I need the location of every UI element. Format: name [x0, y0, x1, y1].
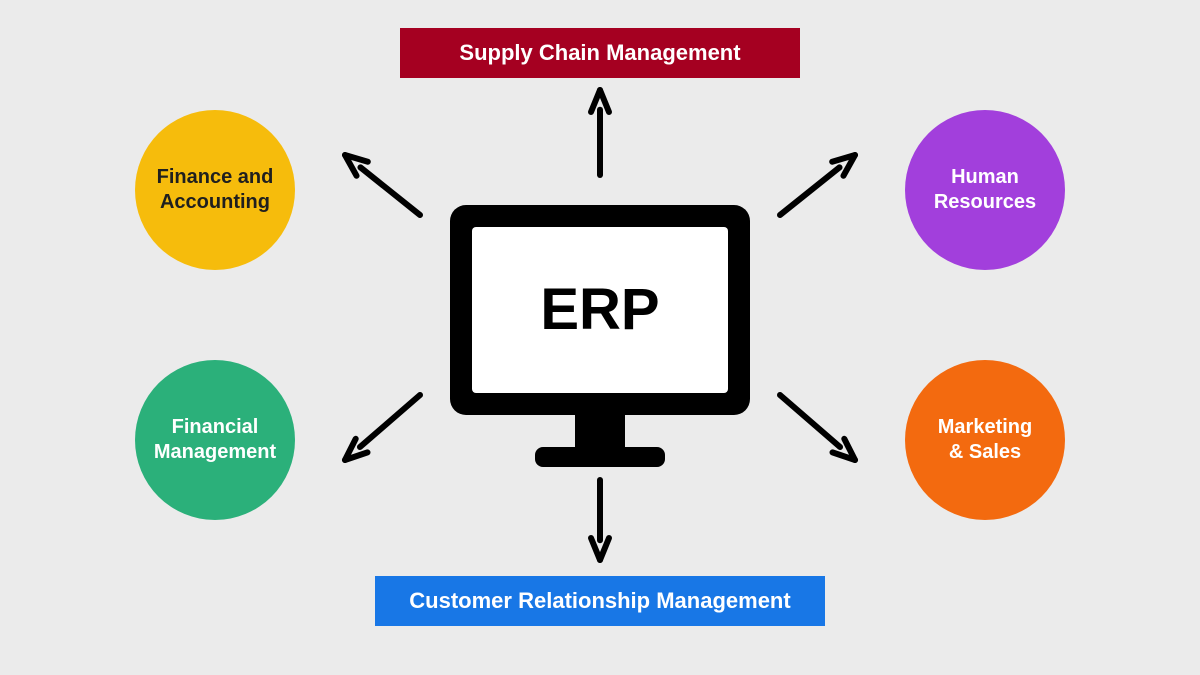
arrow-up [591, 90, 609, 175]
arrow-down [591, 480, 609, 560]
erp-center-label: ERP [472, 227, 728, 393]
arrow-down-left [345, 395, 420, 460]
arrow-up-left [345, 155, 420, 215]
banner-crm: Customer Relationship Management [375, 576, 825, 626]
circle-human-resources: HumanResources [905, 110, 1065, 270]
banner-supply-chain: Supply Chain Management [400, 28, 800, 78]
arrow-up-right [780, 155, 855, 215]
circle-finance-accounting: Finance andAccounting [135, 110, 295, 270]
erp-diagram: ERP Supply Chain Management Customer Rela… [0, 0, 1200, 675]
circle-marketing-sales: Marketing& Sales [905, 360, 1065, 520]
circle-financial-management: FinancialManagement [135, 360, 295, 520]
arrow-down-right [780, 395, 855, 460]
